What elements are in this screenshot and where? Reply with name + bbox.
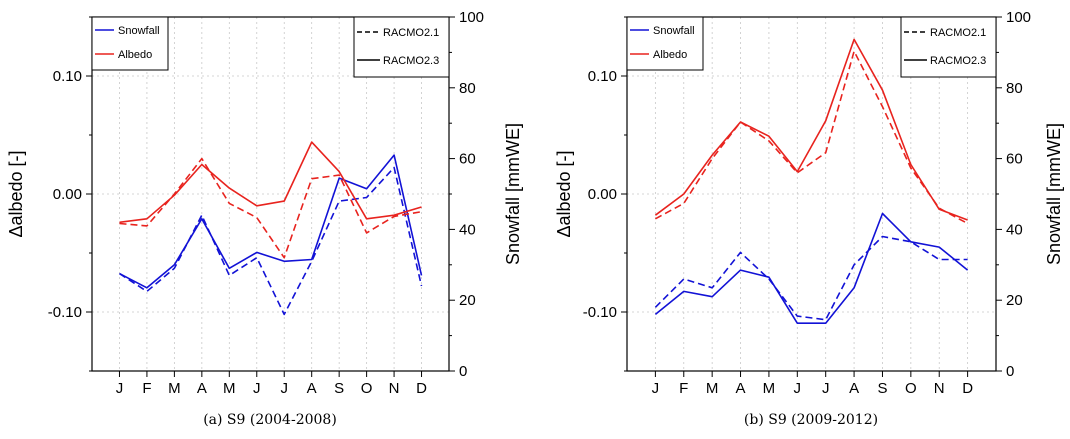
legend-label-albedo: Albedo	[118, 49, 152, 61]
chart-caption: (b) S9 (2009-2012)	[744, 412, 878, 428]
y-right-tick-label: 80	[1006, 80, 1023, 97]
x-tick-label: M	[706, 380, 719, 397]
y-right-tick-label: 0	[459, 363, 467, 380]
y-right-axis-title: Snowfall [mmWE]	[1044, 123, 1064, 265]
legend-models: RACMO2.1 RACMO2.3	[900, 16, 997, 78]
y-right-tick-label: 100	[459, 9, 484, 26]
x-tick-label: A	[307, 380, 317, 397]
chart-panel-2: J F M A M J J A S O N D-0.100.000.10020406080100Δal…	[554, 9, 1064, 428]
x-tick-label: A	[197, 380, 207, 397]
y-left-tick-label: -0.10	[48, 304, 82, 321]
series-line-snowfall-racmo21	[119, 166, 423, 316]
y-right-axis-title: Snowfall [mmWE]	[503, 123, 523, 265]
legend-models-box	[900, 16, 997, 78]
x-tick-label: O	[905, 380, 917, 397]
legend-label-racmo21: RACMO2.1	[930, 27, 986, 39]
x-tick-label: D	[416, 380, 427, 397]
y-left-axis-title: Δalbedo [-]	[6, 150, 26, 237]
legend-label-racmo23: RACMO2.3	[383, 55, 439, 67]
y-left-tick-label: 0.00	[53, 186, 82, 203]
x-tick-label: D	[962, 380, 973, 397]
legend-models: RACMO2.1 RACMO2.3	[353, 16, 450, 78]
legend-label-racmo21: RACMO2.1	[383, 27, 439, 39]
legend-models-box	[353, 16, 450, 78]
legend-label-racmo23: RACMO2.3	[930, 55, 986, 67]
y-right-tick-label: 20	[1006, 292, 1023, 309]
legend-label-snowfall: Snowfall	[653, 25, 695, 37]
series-line-snowfall-racmo23	[119, 154, 423, 289]
y-left-tick-label: 0.10	[53, 68, 82, 85]
x-tick-label: N	[934, 380, 945, 397]
x-tick-label: M	[763, 380, 776, 397]
legend-variables-box	[626, 16, 704, 71]
x-tick-label: A	[849, 380, 859, 397]
series-line-albedo-racmo23	[654, 38, 968, 221]
x-tick-label: N	[389, 380, 400, 397]
y-right-tick-label: 20	[459, 292, 476, 309]
chart-panel-1: J F M A M J J A S O N D-0.100.000.10020406080100Δal…	[6, 9, 523, 428]
x-tick-label: F	[679, 380, 688, 397]
y-left-tick-label: 0.10	[588, 68, 617, 85]
y-right-tick-label: 60	[459, 151, 476, 168]
y-right-tick-label: 40	[1006, 221, 1023, 238]
y-left-tick-label: 0.00	[588, 186, 617, 203]
series-line-albedo-racmo21	[119, 157, 422, 259]
legend-label-snowfall: Snowfall	[118, 25, 160, 37]
x-tick-label: O	[361, 380, 373, 397]
x-tick-label: J	[822, 380, 830, 397]
x-tick-label: J	[253, 380, 261, 397]
y-right-tick-label: 40	[459, 221, 476, 238]
x-tick-label: S	[877, 380, 887, 397]
x-tick-label: A	[736, 380, 746, 397]
y-right-tick-label: 0	[1006, 363, 1014, 380]
x-tick-label: F	[142, 380, 151, 397]
x-tick-label: J	[116, 380, 124, 397]
y-right-tick-label: 60	[1006, 151, 1023, 168]
x-tick-label: M	[223, 380, 236, 397]
y-right-tick-label: 80	[459, 80, 476, 97]
x-tick-label: J	[652, 380, 660, 397]
series-line-albedo-racmo23	[119, 141, 422, 224]
series-line-snowfall-racmo23	[654, 212, 969, 325]
series-line-albedo-racmo21	[655, 50, 968, 225]
legend-variables-box	[91, 16, 169, 71]
series-line-snowfall-racmo21	[654, 235, 968, 321]
y-right-tick-label: 100	[1006, 9, 1031, 26]
y-left-tick-label: -0.10	[583, 304, 617, 321]
y-left-axis-title: Δalbedo [-]	[554, 150, 574, 237]
legend-variables: Snowfall Albedo	[91, 16, 169, 71]
legend-label-albedo: Albedo	[653, 49, 687, 61]
legend-variables: Snowfall Albedo	[626, 16, 704, 71]
chart-caption: (a) S9 (2004-2008)	[203, 412, 337, 428]
x-tick-label: S	[334, 380, 344, 397]
x-tick-label: J	[794, 380, 802, 397]
x-tick-label: J	[280, 380, 288, 397]
x-tick-label: M	[168, 380, 181, 397]
